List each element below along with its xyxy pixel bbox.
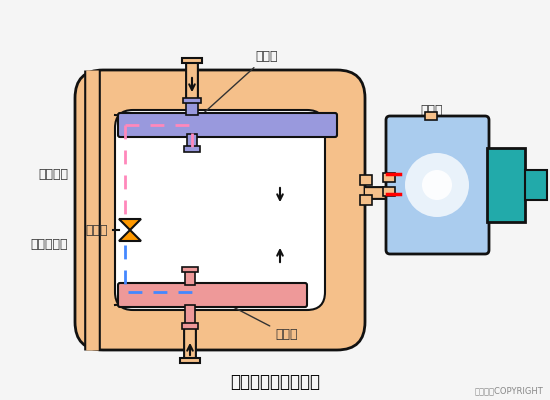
Bar <box>182 267 198 272</box>
Text: 低压湿蔑气: 低压湿蔑气 <box>30 238 68 252</box>
Bar <box>525 170 547 200</box>
Bar <box>183 98 201 103</box>
Bar <box>187 134 197 147</box>
Polygon shape <box>119 230 141 241</box>
Text: 高压液体: 高压液体 <box>38 168 68 182</box>
Bar <box>182 58 202 63</box>
FancyBboxPatch shape <box>118 113 337 137</box>
Polygon shape <box>119 219 141 230</box>
Text: 压缩机: 压缩机 <box>420 104 443 116</box>
Bar <box>185 271 195 285</box>
FancyBboxPatch shape <box>118 283 307 307</box>
Text: 蔑气压缩式制冷系统: 蔑气压缩式制冷系统 <box>230 373 320 391</box>
Circle shape <box>405 153 469 217</box>
FancyBboxPatch shape <box>386 116 489 254</box>
FancyBboxPatch shape <box>75 70 365 350</box>
Bar <box>184 146 200 152</box>
Bar <box>182 323 198 329</box>
Text: 膨胀阀: 膨胀阀 <box>85 224 108 236</box>
Text: 冷凝器: 冷凝器 <box>187 50 278 128</box>
Bar <box>185 305 195 324</box>
Bar <box>425 112 437 120</box>
FancyBboxPatch shape <box>115 110 325 310</box>
Bar <box>360 195 372 205</box>
Bar <box>180 358 200 363</box>
Bar <box>383 187 395 196</box>
Circle shape <box>422 170 452 200</box>
Text: 蜁发器: 蜁发器 <box>212 296 298 341</box>
Bar <box>487 148 525 222</box>
Text: 东方仿真COPYRIGHT: 东方仿真COPYRIGHT <box>474 386 543 395</box>
Bar <box>383 173 395 182</box>
Bar <box>186 101 198 115</box>
Bar <box>360 175 372 185</box>
